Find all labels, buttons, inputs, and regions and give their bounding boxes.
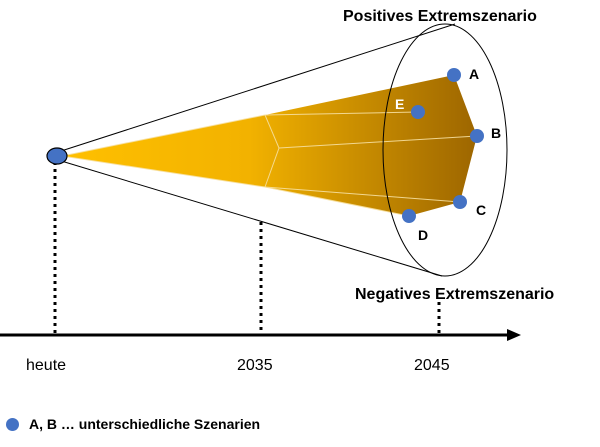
legend-text: A, B … unterschiedliche Szenarien <box>29 416 261 432</box>
timeline-label-heute: heute <box>26 357 67 374</box>
scenario-label-e: E <box>395 96 405 112</box>
timeline-arrowhead <box>507 329 521 341</box>
legend: A, B … unterschiedliche Szenarien <box>6 416 260 432</box>
cone-line-bottom <box>57 159 443 277</box>
timeline-label-2035: 2035 <box>237 357 273 374</box>
timeline-label-2045: 2045 <box>414 357 450 374</box>
scenario-label-a: A <box>469 66 480 82</box>
scenario-funnel <box>62 75 477 216</box>
scenario-label-d: D <box>418 227 429 243</box>
scenario-space-ellipse <box>382 23 508 277</box>
funnel-guide-lines <box>61 111 478 217</box>
scenario-label-b: B <box>491 125 502 141</box>
legend-point-icon <box>6 417 19 431</box>
positive-extreme-title: Positives Extremszenario <box>343 8 537 25</box>
scenario-label-c: C <box>476 202 487 218</box>
negative-extreme-title: Negatives Extremszenario <box>355 286 555 303</box>
cone-line-top <box>57 23 456 153</box>
scenario-point-c <box>453 195 467 209</box>
origin-point <box>46 147 68 165</box>
scenario-point-e <box>411 105 425 119</box>
scenario-point-b <box>470 129 484 143</box>
scenario-point-a <box>447 68 461 82</box>
scenario-point-d <box>402 209 416 223</box>
